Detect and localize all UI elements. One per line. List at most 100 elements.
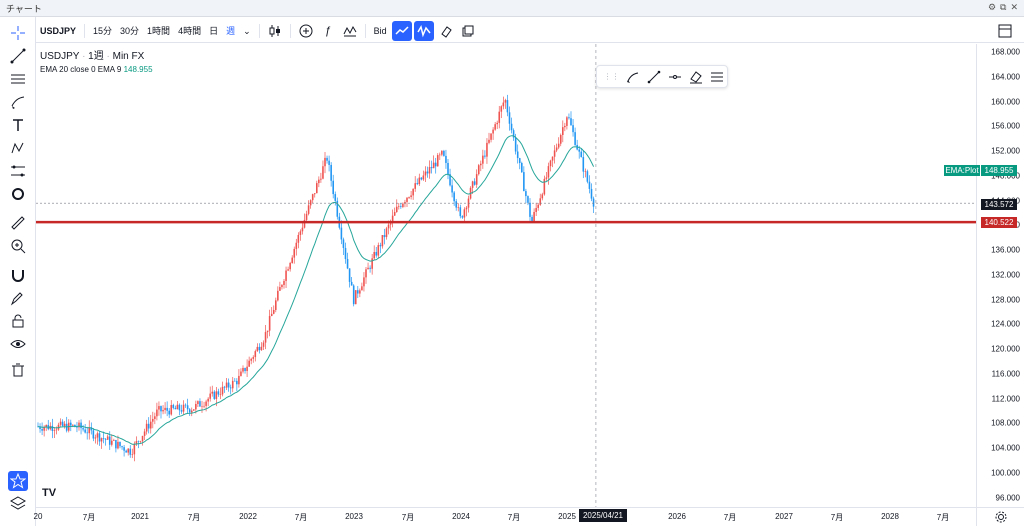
copy-button[interactable]	[458, 21, 478, 41]
popout-icon[interactable]: ⧉	[1000, 2, 1007, 12]
trendline-icon	[10, 48, 26, 64]
candle-body	[123, 447, 125, 451]
fib-lines-icon	[710, 72, 723, 81]
candle-body	[221, 386, 224, 395]
candle-body	[328, 160, 330, 165]
candle-body	[293, 248, 296, 258]
axis-settings-button[interactable]	[976, 507, 1024, 526]
interval-30m[interactable]: 30分	[120, 25, 140, 36]
drag-handle[interactable]: ⋮⋮	[601, 68, 622, 86]
candle-body	[326, 157, 328, 161]
visibility-tool[interactable]	[6, 334, 30, 354]
candle-body	[248, 360, 250, 367]
interval-1d[interactable]: 日	[209, 25, 219, 36]
price-tick: 96.000	[995, 493, 1020, 503]
float-trendline-button[interactable]	[643, 68, 664, 86]
legend-ema-label[interactable]: EMA 20 close 0 EMA 9	[40, 65, 122, 74]
eraser-button[interactable]	[436, 21, 456, 41]
forecast-tool[interactable]	[6, 161, 30, 181]
candle-body	[432, 162, 435, 169]
window-title: チャート	[6, 4, 42, 14]
interval-15m[interactable]: 15分	[93, 25, 113, 36]
legend-source: Min FX	[112, 51, 145, 62]
line-chart-button[interactable]	[391, 20, 412, 41]
candle-body	[98, 433, 101, 442]
candle-body	[330, 164, 332, 181]
candle-body	[268, 316, 271, 331]
candle-body	[436, 155, 439, 167]
candle-body	[510, 123, 513, 131]
stay-drawing-tool[interactable]	[6, 288, 30, 308]
magnet-icon	[12, 270, 24, 282]
candle-body	[86, 432, 88, 434]
lock-tool[interactable]	[6, 311, 30, 331]
candle-body	[100, 438, 103, 442]
crosshair-tool[interactable]	[6, 23, 30, 43]
candle-body	[172, 404, 175, 408]
brush-tool[interactable]	[6, 92, 30, 112]
interval-dropdown-icon[interactable]: ⌄	[243, 25, 251, 36]
price-tick: 112.000	[991, 394, 1020, 404]
candle-body	[482, 155, 484, 164]
candle-body	[484, 155, 486, 157]
candle-body	[473, 181, 476, 185]
fib-tool[interactable]	[6, 69, 30, 89]
price-axis[interactable]: 168.000164.000160.000156.000152.000148.0…	[976, 44, 1024, 507]
candle-body	[285, 270, 287, 281]
shape-tool[interactable]	[6, 184, 30, 204]
candle-body	[236, 380, 238, 385]
object-tree-tool[interactable]	[6, 493, 30, 513]
candle-body	[582, 157, 585, 172]
candle-body	[137, 441, 140, 442]
symbol-selector[interactable]: USDJPY	[40, 25, 77, 36]
candle-body	[459, 207, 462, 217]
price-chart[interactable]	[36, 44, 976, 507]
price-tick: 108.000	[991, 418, 1020, 428]
interval-1h[interactable]: 1時間	[147, 25, 171, 36]
candle-body	[279, 287, 281, 291]
candle-type-button[interactable]	[265, 21, 285, 41]
tradingview-logo[interactable]: TV	[42, 487, 57, 499]
candle-body	[193, 409, 195, 411]
interval-1w[interactable]: 週	[226, 25, 236, 36]
candle-body	[272, 309, 275, 314]
text-tool[interactable]	[6, 115, 30, 135]
candle-body	[182, 404, 185, 412]
interval-4h[interactable]: 4時間	[178, 25, 202, 36]
legend-symbol[interactable]: USDJPY	[40, 51, 80, 62]
zoom-tool[interactable]	[6, 236, 30, 256]
time-tick: 2027	[775, 512, 793, 521]
time-axis[interactable]: 20 7月 2021 7月 2022 7月 2023 7月 2024 7月 2025 2026 7月 20…	[34, 507, 976, 526]
measure-tool[interactable]	[6, 213, 30, 233]
candle-body	[225, 382, 228, 388]
candle-body	[174, 407, 177, 410]
float-fib-button[interactable]	[706, 68, 727, 86]
star-icon	[10, 473, 26, 489]
divider	[289, 23, 291, 38]
candle-body	[168, 410, 170, 415]
magnet-tool[interactable]	[6, 265, 30, 285]
float-hline-button[interactable]	[664, 68, 685, 86]
float-brush-button[interactable]	[622, 68, 643, 86]
layout-button[interactable]	[995, 21, 1015, 41]
candle-body	[422, 175, 425, 180]
settings-icon[interactable]: ⚙	[987, 2, 997, 12]
candle-body	[439, 154, 441, 156]
candle-body	[258, 346, 261, 351]
legend-ema-line: EMA 20 close 0 EMA 9 148.955	[40, 65, 153, 74]
oscillator-button[interactable]	[413, 20, 434, 41]
compare-button[interactable]	[296, 21, 316, 41]
candle-body	[475, 174, 478, 185]
candle-body	[324, 157, 326, 167]
candle-body	[426, 171, 429, 174]
trendline-tool[interactable]	[6, 46, 30, 66]
price-source-toggle[interactable]: Bid	[373, 25, 387, 36]
candle-body	[371, 258, 373, 269]
delete-tool[interactable]	[6, 360, 30, 380]
pattern-tool[interactable]	[6, 138, 30, 158]
float-eraser-button[interactable]	[685, 68, 706, 86]
indicators-button[interactable]: ƒ	[318, 21, 338, 41]
alert-button[interactable]	[340, 21, 360, 41]
close-icon[interactable]: ✕	[1010, 2, 1018, 12]
favorites-tool[interactable]	[8, 471, 28, 491]
